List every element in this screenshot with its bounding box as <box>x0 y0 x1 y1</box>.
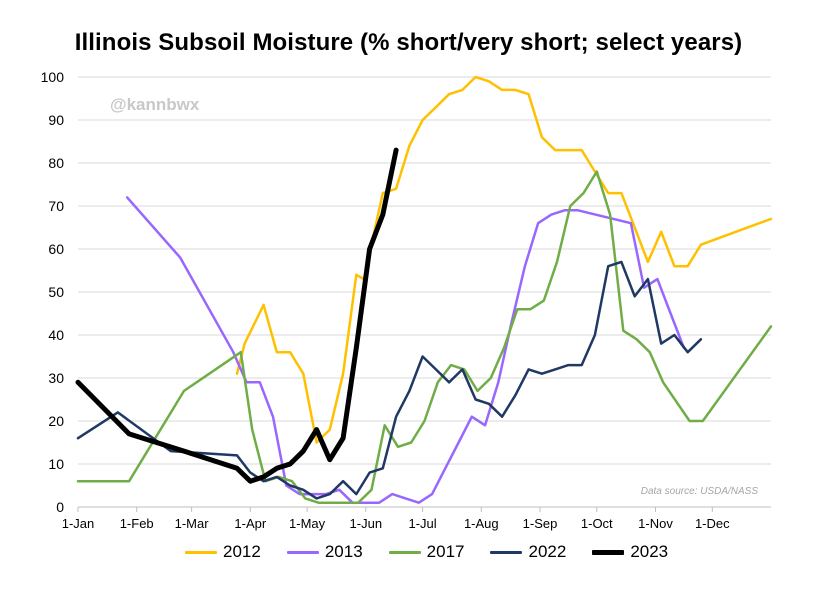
legend-item-2012: 2012 <box>185 542 261 562</box>
y-tick-label: 90 <box>48 112 64 128</box>
x-tick-label: 1-Dec <box>695 516 730 531</box>
legend-label: 2023 <box>630 542 669 561</box>
legend-swatch <box>286 550 319 554</box>
legend-swatch <box>388 550 421 554</box>
series-line-2022 <box>76 260 703 500</box>
legend-swatch <box>592 549 625 555</box>
y-tick-label: 10 <box>48 456 64 472</box>
legend-item-2013: 2013 <box>286 542 363 562</box>
y-tick-label: 50 <box>48 284 64 300</box>
y-tick-label: 80 <box>48 155 64 171</box>
series-lines <box>75 75 773 504</box>
x-tick-label: 1-Apr <box>234 516 266 531</box>
y-axis-tick-labels: 0 10 20 30 40 50 60 70 80 90 100 <box>41 69 65 515</box>
series-line-2013 <box>125 196 686 504</box>
legend-item-2023: 2023 <box>592 542 668 562</box>
y-tick-label: 70 <box>48 198 64 214</box>
legend-swatch <box>490 550 523 554</box>
x-tick-label: 1-Jul <box>409 516 437 531</box>
source-note: Data source: USDA/NASS <box>641 486 759 497</box>
x-axis-tick-labels: 1-Jan 1-Feb 1-Mar 1-Apr 1-May 1-Jun 1-Jul 1-Aug… <box>62 516 730 531</box>
x-tick-label: 1-Jan <box>62 516 95 531</box>
x-tick-label: 1-Aug <box>464 516 499 531</box>
x-tick-label: 1-Oct <box>581 516 613 531</box>
y-tick-label: 0 <box>56 499 64 515</box>
y-tick-label: 40 <box>48 327 64 343</box>
chart-title: Illinois Subsoil Moisture (% short/very … <box>74 29 743 56</box>
x-tick-label: 1-Jun <box>350 516 383 531</box>
series-line-2023 <box>75 147 399 484</box>
axes <box>77 506 771 512</box>
legend-swatch <box>185 550 217 554</box>
legend-label: 2022 <box>528 542 567 561</box>
legend-item-2017: 2017 <box>388 542 465 562</box>
legend: 2012 2013 2017 2022 2023 <box>185 542 694 562</box>
x-tick-label: 1-Feb <box>120 516 154 531</box>
y-tick-label: 20 <box>48 413 64 429</box>
series-line-2012 <box>235 75 773 444</box>
y-tick-label: 30 <box>48 370 64 386</box>
x-tick-label: 1-Sep <box>523 516 558 531</box>
x-tick-label: 1-Nov <box>638 516 673 531</box>
y-tick-label: 60 <box>48 241 64 257</box>
legend-label: 2013 <box>324 542 363 561</box>
y-tick-label: 100 <box>41 69 65 85</box>
x-tick-label: 1-Mar <box>175 516 210 531</box>
watermark: @kannbwx <box>110 95 200 114</box>
legend-label: 2012 <box>223 542 261 561</box>
legend-item-2022: 2022 <box>490 542 566 562</box>
gridlines <box>78 76 771 465</box>
series-line-2017 <box>76 170 773 504</box>
legend-label: 2017 <box>426 542 465 561</box>
x-tick-label: 1-May <box>289 516 326 531</box>
